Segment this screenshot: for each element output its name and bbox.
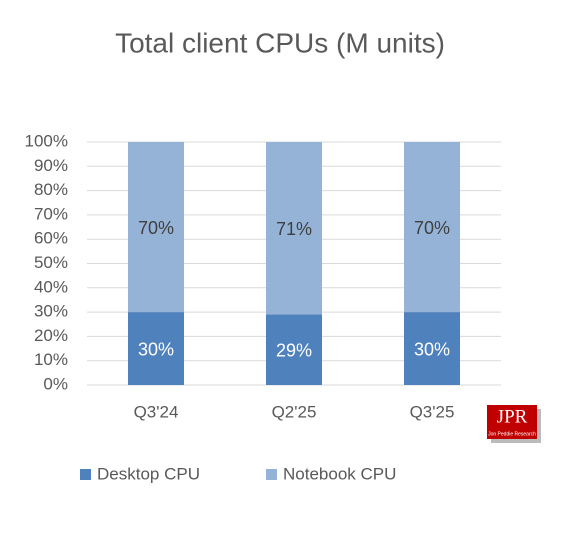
logo-box: [487, 405, 537, 439]
y-tick-label: 70%: [34, 204, 68, 223]
x-tick-label: Q3'25: [410, 402, 455, 421]
x-tick-label: Q2'25: [272, 402, 317, 421]
bar-segment: [128, 312, 184, 385]
data-label: 70%: [138, 218, 174, 238]
data-label: 71%: [276, 219, 312, 239]
chart-title: Total client CPUs (M units): [115, 27, 445, 58]
data-label: 70%: [414, 218, 450, 238]
y-tick-label: 20%: [34, 326, 68, 345]
x-tick-label: Q3'24: [134, 402, 179, 421]
y-tick-label: 0%: [43, 374, 68, 393]
legend-label: Notebook CPU: [283, 464, 396, 483]
y-tick-label: 40%: [34, 277, 68, 296]
y-tick-label: 30%: [34, 302, 68, 321]
y-tick-label: 50%: [34, 253, 68, 272]
logo-text: JPR: [497, 406, 528, 427]
y-tick-label: 10%: [34, 350, 68, 369]
legend-swatch: [80, 469, 91, 480]
data-label: 29%: [276, 341, 312, 361]
legend-label: Desktop CPU: [97, 464, 200, 483]
y-tick-label: 100%: [25, 131, 68, 150]
y-tick-label: 60%: [34, 229, 68, 248]
y-tick-label: 90%: [34, 156, 68, 175]
bar-segment: [266, 314, 322, 385]
data-label: 30%: [138, 339, 174, 359]
bar-segment: [266, 142, 322, 315]
bar-segment: [404, 312, 460, 385]
bar-segment: [404, 142, 460, 313]
logo-subtext: Jon Peddie Research: [488, 431, 536, 437]
legend-swatch: [266, 469, 277, 480]
bar-segment: [128, 142, 184, 313]
data-label: 30%: [414, 339, 450, 359]
logo: JPR Jon Peddie Research: [487, 405, 541, 443]
y-tick-label: 80%: [34, 180, 68, 199]
